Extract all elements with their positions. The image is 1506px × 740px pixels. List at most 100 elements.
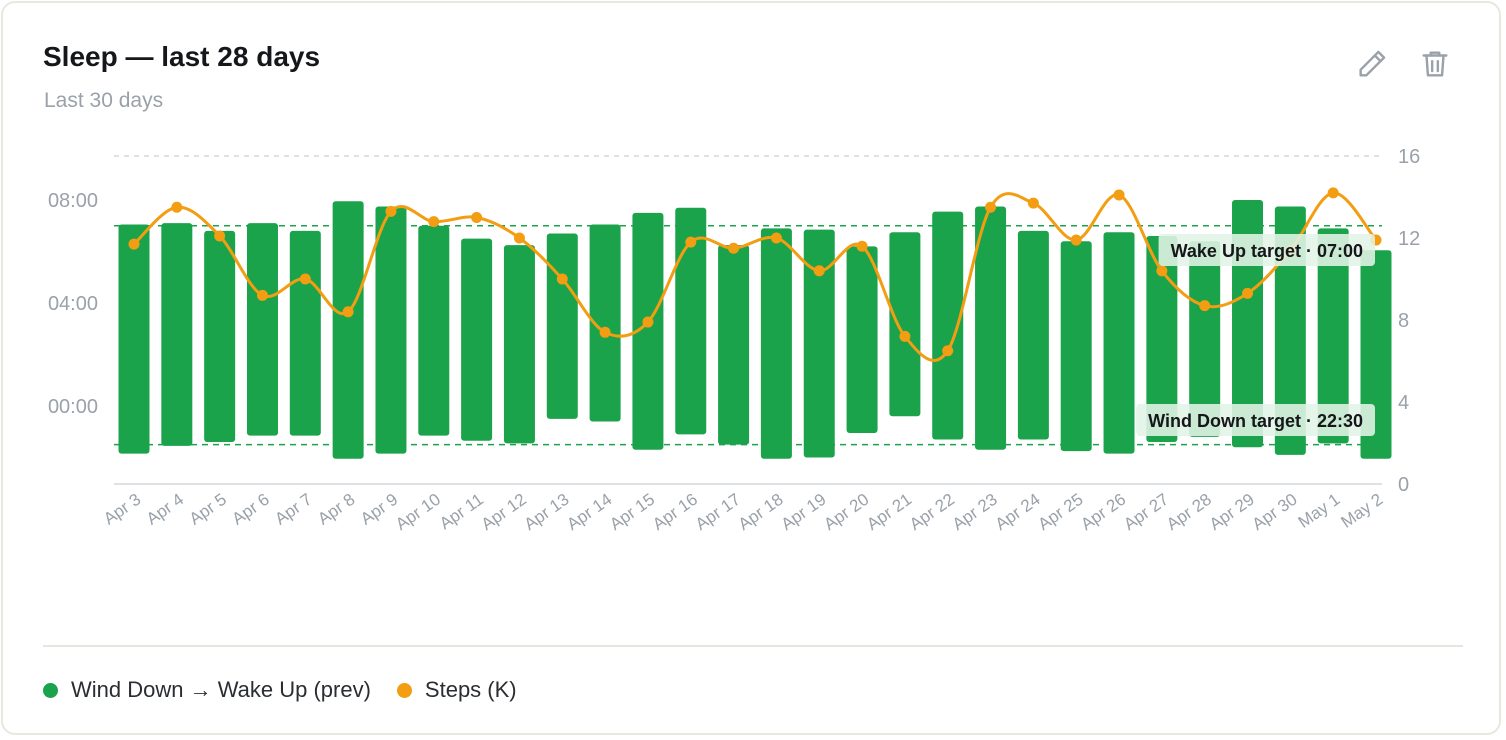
x-tick-label: Apr 13: [521, 490, 573, 534]
steps-point: [856, 240, 868, 252]
steps-point: [513, 232, 525, 244]
steps-point: [942, 345, 954, 357]
sleep-range-bar: [1017, 230, 1049, 440]
steps-point: [1242, 287, 1254, 299]
legend-swatch-sleep: [43, 682, 58, 698]
sleep-range-bar: [332, 201, 364, 459]
x-tick-label: Apr 16: [649, 490, 701, 534]
x-tick-label: Apr 12: [478, 490, 530, 534]
sleep-range-bar: [246, 223, 278, 436]
steps-point: [256, 289, 268, 301]
steps-point: [685, 236, 697, 248]
x-tick-label: Apr 30: [1249, 490, 1301, 534]
y-right-tick-label: 4: [1398, 392, 1409, 414]
steps-point: [471, 212, 483, 223]
sleep-range-bar: [1317, 228, 1349, 444]
legend-swatch-steps: [396, 682, 412, 698]
legend-label-steps: Steps (K): [424, 677, 517, 702]
y-left-tick-label: 00:00: [48, 396, 98, 418]
trash-icon[interactable]: [1418, 47, 1452, 81]
steps-point: [128, 238, 140, 250]
sleep-range-bar: [118, 224, 150, 454]
sleep-range-bar: [889, 232, 921, 417]
pencil-icon[interactable]: [1355, 47, 1389, 81]
legend-item-steps[interactable]: Steps (K): [396, 677, 517, 703]
sleep-range-bar: [289, 230, 321, 436]
sleep-range-bar: [461, 238, 493, 441]
steps-point: [556, 273, 568, 285]
legend-label-sleep: Wind Down → Wake Up (prev): [71, 677, 371, 702]
x-tick-label: Apr 18: [735, 490, 787, 534]
steps-point: [1327, 187, 1339, 199]
steps-point: [899, 330, 911, 342]
sleep-range-bar: [932, 211, 964, 440]
x-tick-label: May 1: [1295, 490, 1344, 532]
steps-point: [1156, 265, 1168, 277]
sleep-range-bar: [161, 223, 193, 446]
y-right-tick-label: 0: [1398, 474, 1409, 496]
steps-point: [428, 216, 440, 228]
sleep-range-bar: [1146, 236, 1178, 443]
steps-point: [1070, 234, 1082, 246]
steps-point: [813, 265, 825, 277]
steps-point: [342, 306, 354, 318]
sleep-range-bar: [846, 246, 878, 434]
steps-point: [642, 316, 654, 328]
x-tick-label: Apr 14: [563, 490, 615, 534]
steps-point: [171, 201, 183, 213]
card-subtitle: Last 30 days: [44, 89, 164, 112]
x-tick-label: Apr 28: [1163, 490, 1215, 534]
x-tick-label: Apr 17: [692, 490, 744, 534]
y-left-tick-label: 08:00: [48, 190, 98, 212]
x-tick-label: Apr 6: [229, 490, 273, 529]
steps-point: [214, 230, 226, 242]
x-tick-label: Apr 24: [992, 490, 1044, 534]
reference-label-text: Wind Down target · 22:30: [1148, 411, 1363, 431]
chart-legend: Wind Down → Wake Up (prev) Steps (K): [43, 677, 543, 703]
steps-point: [299, 273, 311, 285]
reference-label-text: Wake Up target · 07:00: [1171, 241, 1363, 261]
x-tick-label: Apr 8: [314, 490, 358, 529]
x-tick-label: Apr 7: [271, 490, 315, 529]
reference-label-bg: [1158, 234, 1375, 266]
sleep-range-bar: [204, 230, 236, 443]
x-tick-label: Apr 25: [1035, 490, 1087, 534]
sleep-range-bar: [1274, 206, 1306, 455]
x-tick-label: Apr 10: [392, 490, 444, 534]
x-tick-label: Apr 21: [863, 490, 915, 534]
x-tick-label: Apr 23: [949, 490, 1001, 534]
x-tick-label: Apr 15: [606, 490, 658, 534]
y-right-tick-label: 12: [1398, 228, 1420, 250]
y-right-tick-label: 16: [1398, 146, 1420, 168]
steps-point: [1113, 189, 1125, 201]
steps-point: [385, 205, 397, 217]
x-tick-label: Apr 27: [1120, 490, 1172, 534]
sleep-range-bar: [503, 245, 535, 444]
legend-divider: [43, 645, 1463, 647]
x-tick-label: Apr 26: [1077, 490, 1129, 534]
steps-point: [728, 242, 740, 254]
y-right-tick-label: 8: [1398, 310, 1409, 332]
reference-label-bg: [1136, 404, 1375, 436]
x-tick-label: Apr 5: [186, 490, 230, 529]
steps-point: [1027, 197, 1039, 209]
y-left-tick-label: 04:00: [48, 293, 98, 315]
sleep-range-bar: [1060, 241, 1092, 452]
card-title: Sleep — last 28 days: [43, 41, 321, 72]
x-tick-label: May 2: [1337, 490, 1386, 532]
sleep-range-bar: [546, 233, 578, 419]
x-tick-label: Apr 4: [143, 490, 187, 529]
steps-point: [1199, 300, 1211, 312]
legend-item-sleep[interactable]: Wind Down → Wake Up (prev): [43, 677, 371, 703]
sleep-range-bar: [803, 229, 835, 458]
steps-point: [770, 232, 782, 244]
sleep-range-bar: [632, 212, 664, 450]
sleep-range-bar: [975, 206, 1007, 450]
x-tick-label: Apr 22: [906, 490, 958, 534]
x-tick-label: Apr 3: [100, 490, 144, 529]
sleep-range-bar: [760, 228, 792, 459]
sleep-range-bar: [718, 245, 750, 445]
reference-label: Wind Down target · 22:30: [1136, 404, 1375, 436]
sleep-range-bar: [675, 207, 707, 435]
